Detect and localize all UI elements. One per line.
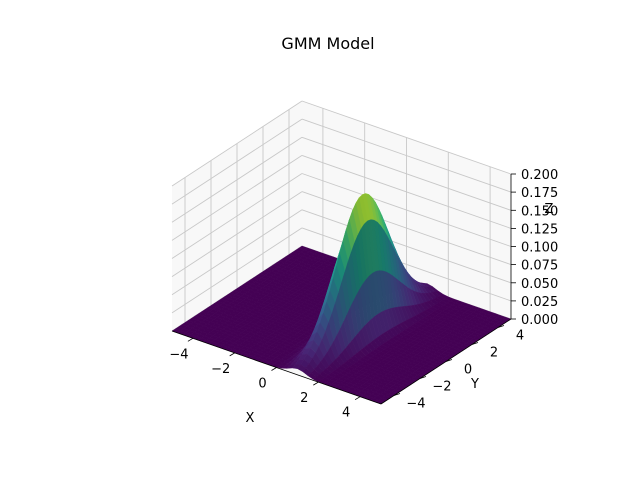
- x-tick-label: −4: [169, 347, 188, 362]
- z-tick-label: 0.150: [521, 204, 558, 219]
- grid-line-z-back: [301, 173, 512, 247]
- grid-line-z-left: [171, 227, 303, 314]
- grid-line-z-left: [171, 209, 303, 296]
- x-axis-label: X: [246, 411, 255, 426]
- y-tick-mark: [419, 376, 427, 379]
- surface-plot: [171, 193, 512, 405]
- tick-labels: −4−2024−4−20240.0000.0250.0500.0750.1000…: [169, 168, 558, 421]
- grid-line-z-back: [301, 154, 512, 229]
- chart-title: GMM Model: [281, 34, 374, 53]
- x-tick-mark: [271, 367, 277, 371]
- y-tick-label: 2: [490, 346, 498, 361]
- grid-line-z-left: [171, 173, 303, 259]
- y-tick-label: 0: [464, 363, 472, 378]
- grid-line-z-back: [301, 191, 512, 266]
- grid-line-z-back: [301, 227, 512, 302]
- z-axis-label: Z: [545, 202, 554, 217]
- z-tick-label: 0.000: [521, 313, 558, 328]
- grid-line-z-left: [171, 155, 303, 241]
- y-tick-label: −4: [406, 397, 425, 412]
- x-tick-label: 2: [300, 391, 308, 406]
- grid-line-z-back: [301, 136, 512, 211]
- grid-line-z-left: [171, 191, 303, 277]
- y-tick-mark: [471, 342, 479, 345]
- x-tick-label: −2: [211, 362, 230, 377]
- x-tick-mark: [229, 352, 235, 357]
- z-tick-label: 0.050: [521, 277, 558, 292]
- x-tick-label: 0: [258, 377, 266, 392]
- x-tick-mark: [187, 337, 194, 342]
- grid-line-z-back: [301, 209, 512, 284]
- x-tick-label: 4: [342, 406, 350, 421]
- y-tick-mark: [497, 325, 505, 328]
- y-tick-label: 4: [516, 329, 524, 344]
- y-axis-label: Y: [470, 377, 479, 392]
- y-tick-label: −2: [432, 380, 451, 395]
- y-tick-mark: [393, 393, 401, 396]
- z-tick-label: 0.025: [521, 295, 558, 310]
- grid-line-z-left: [171, 118, 303, 205]
- z-tick-label: 0.125: [521, 222, 558, 237]
- x-tick-mark: [354, 396, 361, 401]
- x-tick-mark: [313, 381, 319, 386]
- z-tick-label: 0.075: [521, 259, 558, 274]
- z-tick-label: 0.175: [521, 186, 558, 201]
- grid-line-z-left: [171, 136, 303, 223]
- z-tick-label: 0.200: [521, 168, 558, 183]
- grid-line-z-back: [301, 100, 512, 175]
- y-tick-mark: [445, 359, 453, 362]
- grid-line-z-left: [171, 100, 303, 187]
- z-tick-label: 0.100: [521, 241, 558, 256]
- grid-line-z-back: [301, 118, 512, 193]
